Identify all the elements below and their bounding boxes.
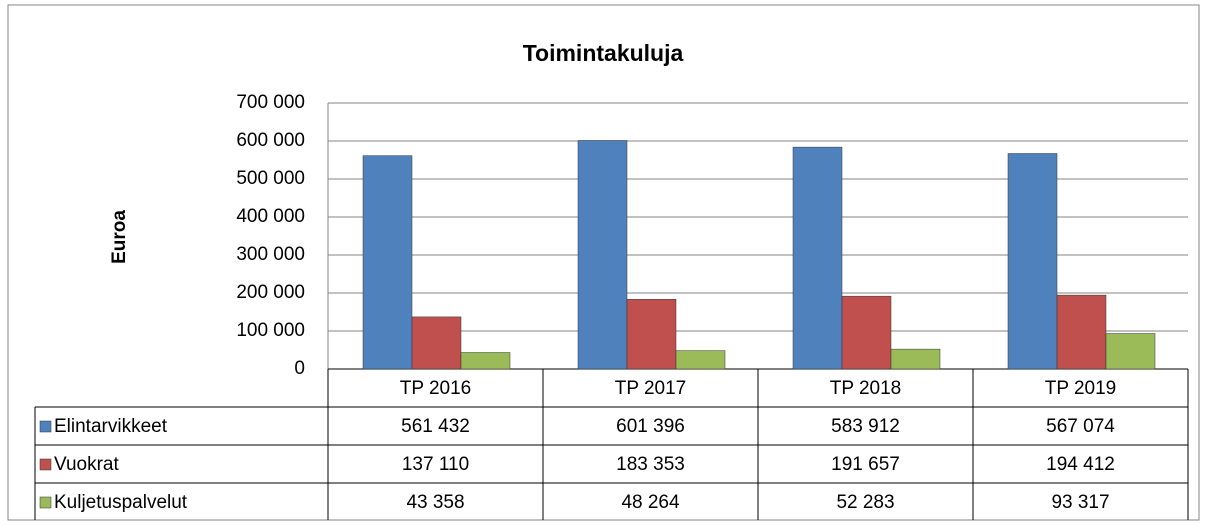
x-tick-label: TP 2018 [830,378,901,399]
y-axis-label: Euroa [109,210,130,264]
table-value: 137 110 [402,454,469,475]
x-tick-label: TP 2019 [1045,378,1116,399]
table-value: 194 412 [1046,454,1115,475]
table-value: 561 432 [401,416,470,437]
table-value: 43 358 [406,492,464,513]
bar [1056,294,1107,370]
y-tick-label: 500 000 [236,168,305,189]
legend-label: Kuljetuspalvelut [54,492,188,513]
table-value: 191 657 [831,454,900,475]
bar [362,155,413,370]
y-tick-label: 700 000 [236,92,305,113]
x-tick-label: TP 2017 [615,378,686,399]
bar [1105,333,1156,370]
legend-label: Vuokrat [54,454,119,475]
bar [1007,153,1058,370]
x-tick-label: TP 2016 [400,378,471,399]
y-tick-label: 200 000 [236,282,305,303]
bar [675,350,726,370]
table-value: 601 396 [616,416,685,437]
table-value: 48 264 [621,492,680,513]
bar [411,316,462,370]
y-tick-label: 300 000 [236,244,305,265]
table-value: 52 283 [836,492,894,513]
bar [841,295,892,370]
bar [577,140,628,370]
table-value: 183 353 [616,454,685,475]
bar [792,146,843,370]
legend-key [39,420,52,433]
table-value: 93 317 [1051,492,1109,513]
y-tick-label: 0 [294,358,305,379]
y-tick-label: 600 000 [236,130,305,151]
legend-key [39,458,52,471]
bar [890,348,941,370]
table-value: 583 912 [831,416,900,437]
y-tick-label: 100 000 [236,320,305,341]
table-value: 567 074 [1046,416,1115,437]
legend-label: Elintarvikkeet [54,416,168,437]
chart-title: Toimintakuluja [523,40,684,66]
bar [626,299,677,370]
legend-key [39,496,52,509]
y-tick-label: 400 000 [236,206,305,227]
bar [460,352,511,370]
